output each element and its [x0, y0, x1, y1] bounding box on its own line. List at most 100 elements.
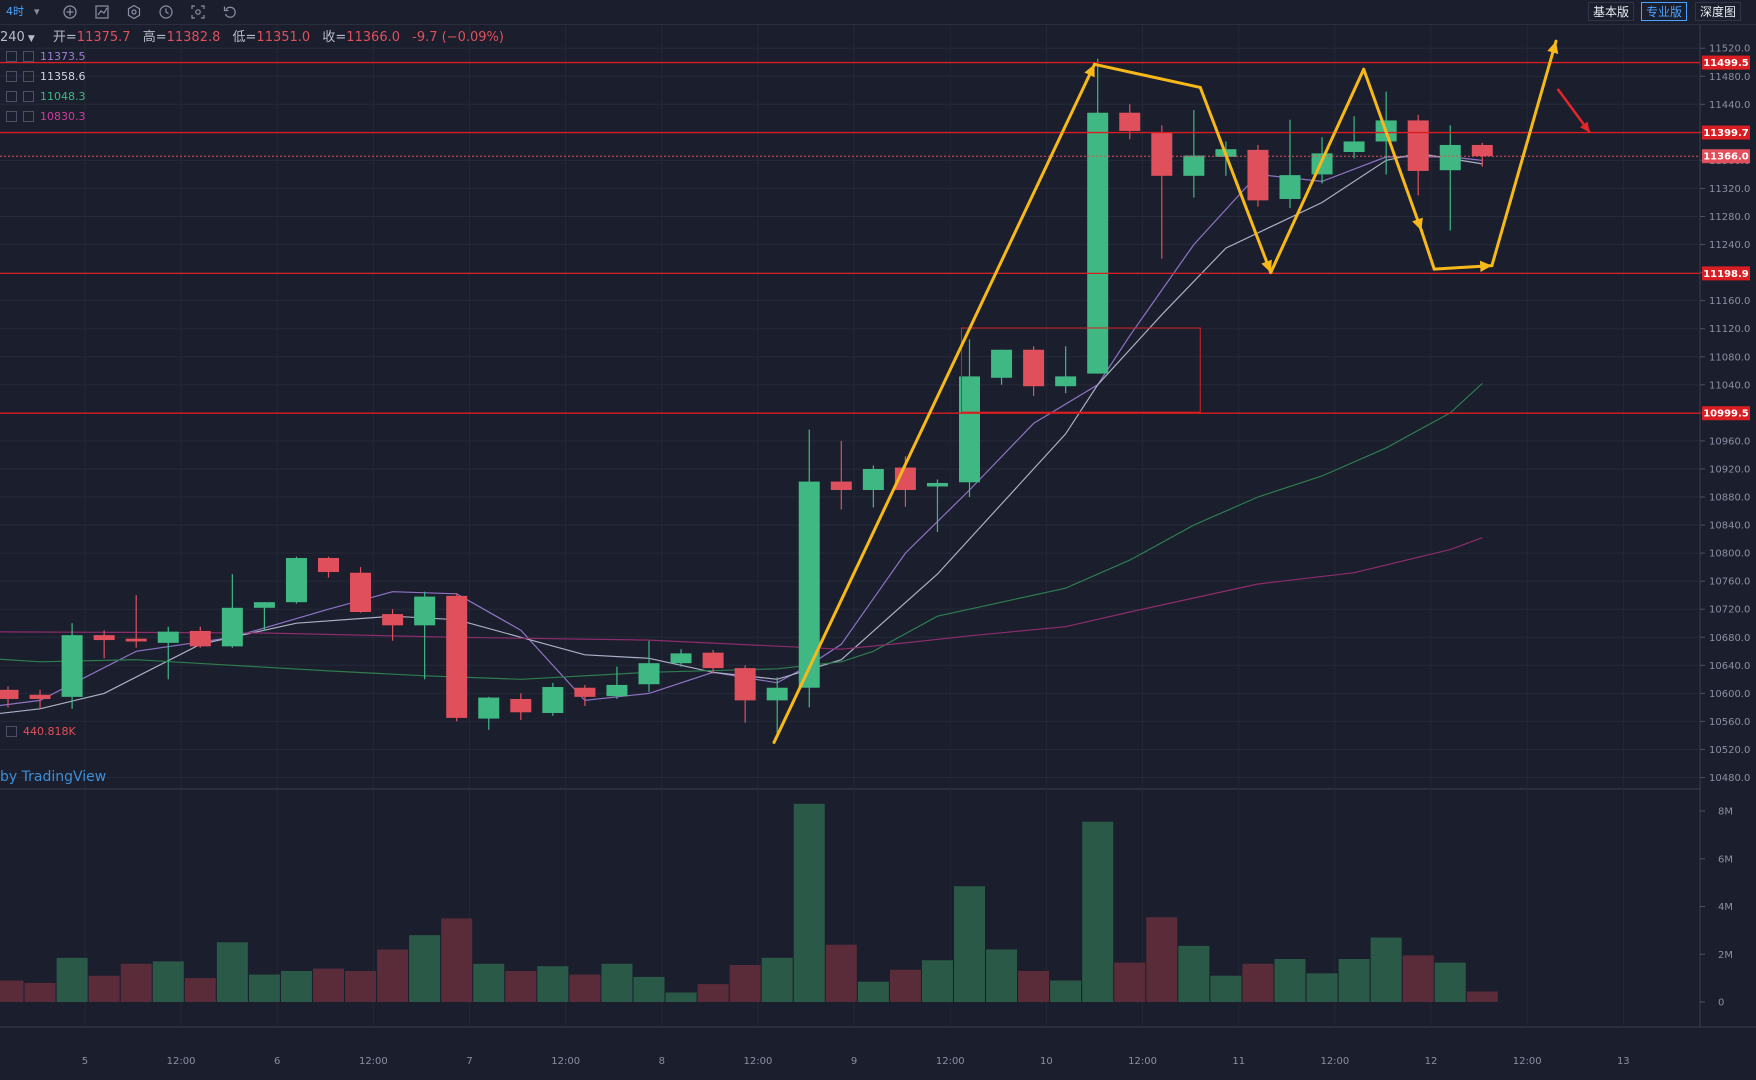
candle-body[interactable] [61, 635, 83, 697]
ma1-close-icon[interactable] [23, 51, 34, 62]
level-price-tag [1702, 266, 1750, 281]
candle-body[interactable] [253, 602, 275, 608]
candle-body[interactable] [29, 694, 51, 699]
level-price-tag [1702, 125, 1750, 140]
last-price-tag [1702, 149, 1750, 164]
candle-body[interactable] [606, 684, 628, 697]
volume-bar [120, 963, 152, 1002]
ma4-settings-icon[interactable] [6, 111, 17, 122]
ma2-settings-icon[interactable] [6, 71, 17, 82]
basic-version-button[interactable]: 基本版 [1588, 2, 1635, 21]
candle-body[interactable] [1151, 132, 1173, 176]
candle-body[interactable] [574, 687, 596, 697]
time-tick-label: 12:00 [167, 1056, 196, 1067]
candle-body[interactable] [1087, 112, 1109, 374]
candle-body[interactable] [1471, 144, 1493, 157]
candle-body[interactable] [862, 468, 884, 490]
candle-body[interactable] [926, 482, 948, 487]
candle-body[interactable] [1343, 141, 1365, 152]
trend-arrowhead [1479, 260, 1492, 272]
settings-icon[interactable] [125, 3, 143, 21]
depth-chart-button[interactable]: 深度图 [1695, 2, 1742, 21]
volume-bar [537, 966, 569, 1002]
interval-value-dropdown-icon[interactable]: ▼ [27, 34, 35, 44]
candle-body[interactable] [446, 595, 468, 718]
clock-icon[interactable] [157, 3, 175, 21]
candle-body[interactable] [125, 638, 147, 642]
candle-body[interactable] [382, 614, 404, 626]
volume-bar [409, 935, 441, 1002]
consolidation-box[interactable] [960, 327, 1201, 413]
candle-body[interactable] [1119, 112, 1141, 131]
candle-body[interactable] [542, 687, 564, 713]
volume-bar [216, 942, 248, 1002]
ma1-settings-icon[interactable] [6, 51, 17, 62]
candle-body[interactable] [670, 653, 692, 664]
tradingview-watermark[interactable]: by TradingView [0, 769, 107, 785]
chart-type-icon[interactable] [93, 3, 111, 21]
interval-dropdown-icon[interactable]: ▾ [34, 5, 40, 18]
candle-body[interactable] [991, 349, 1013, 378]
interval-value[interactable]: 240 [0, 30, 25, 45]
candle-body[interactable] [189, 630, 211, 647]
ma3-settings-icon[interactable] [6, 91, 17, 102]
candle-body[interactable] [157, 631, 179, 643]
candle-body[interactable] [1023, 349, 1045, 387]
candle-body[interactable] [414, 596, 436, 626]
candle-body[interactable] [638, 663, 660, 685]
ma3-value: 11048.3 [40, 90, 86, 103]
trend-arrowhead [1412, 217, 1423, 231]
candle-body[interactable] [350, 572, 372, 613]
price-tick-label: 11520.0 [1709, 44, 1750, 55]
ma4-close-icon[interactable] [23, 111, 34, 122]
candle-body[interactable] [93, 635, 115, 641]
undo-icon[interactable] [221, 3, 239, 21]
candle-body[interactable] [1055, 376, 1077, 387]
candle-body[interactable] [1439, 144, 1461, 171]
price-tick-label: 10520.0 [1709, 745, 1750, 756]
candle-body[interactable] [798, 481, 820, 688]
price-tick-label: 10720.0 [1709, 605, 1750, 616]
ma3-close-icon[interactable] [23, 91, 34, 102]
volume-bar [1050, 980, 1082, 1002]
price-tick-label: 10480.0 [1709, 773, 1750, 784]
candle-body[interactable] [702, 652, 724, 669]
ohlc-legend: 240 ▼ 开=11375.7 高=11382.8 低=11351.0 收=113… [0, 28, 512, 48]
open-value: 11375.7 [76, 30, 131, 45]
screenshot-icon[interactable] [189, 3, 207, 21]
price-tick-label: 11040.0 [1709, 380, 1750, 391]
volume-bar [184, 978, 216, 1002]
volume-bar [345, 970, 377, 1002]
pro-version-button[interactable]: 专业版 [1641, 2, 1688, 21]
candle-body[interactable] [510, 698, 532, 713]
volume-bar [889, 969, 921, 1002]
interval-selector[interactable]: 4时 [6, 5, 24, 18]
price-tick-label: 10760.0 [1709, 577, 1750, 588]
candle-body[interactable] [1247, 149, 1269, 201]
time-tick-label: 6 [274, 1056, 280, 1067]
candle-body[interactable] [1183, 155, 1205, 176]
price-tick-label: 10920.0 [1709, 464, 1750, 475]
volume-bar [1178, 945, 1210, 1002]
ma2-close-icon[interactable] [23, 71, 34, 82]
candle-body[interactable] [285, 558, 307, 603]
add-indicator-icon[interactable] [61, 3, 79, 21]
volume-bar [825, 944, 857, 1002]
time-tick-label: 12:00 [359, 1056, 388, 1067]
volume-bar [1370, 937, 1402, 1002]
candle-body[interactable] [1407, 120, 1429, 171]
candle-body[interactable] [221, 607, 243, 647]
candle-body[interactable] [766, 687, 788, 701]
candle-body[interactable] [830, 481, 852, 490]
candle-body[interactable] [0, 689, 19, 699]
last-price-label: 11366.0 [1703, 152, 1749, 163]
high-value: 11382.8 [166, 30, 221, 45]
candle-body[interactable] [318, 558, 339, 573]
candle-body[interactable] [734, 668, 756, 701]
candle-body[interactable] [1279, 175, 1301, 199]
volume-bar [1114, 962, 1146, 1002]
candle-body[interactable] [959, 376, 980, 483]
candle-body[interactable] [478, 697, 500, 719]
volume-close-icon[interactable] [6, 726, 17, 737]
